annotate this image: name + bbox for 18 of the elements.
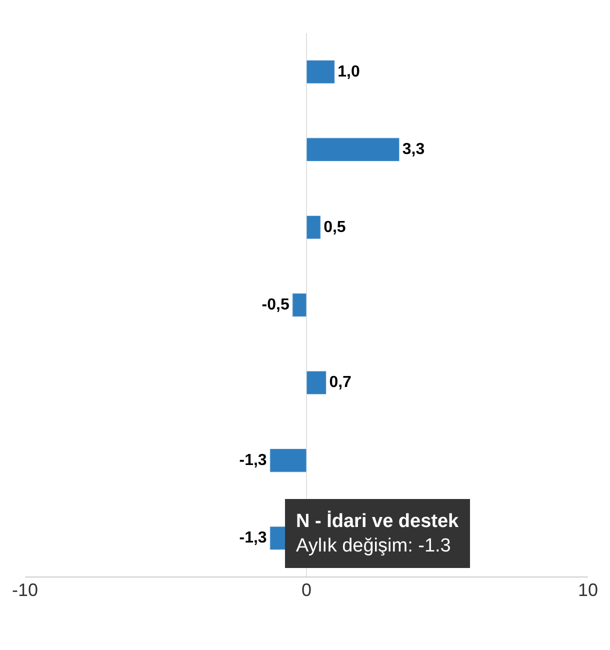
bar bbox=[306, 370, 326, 395]
annotation: Aylık değişim: -1.3 bbox=[296, 536, 451, 557]
bar bbox=[292, 293, 307, 317]
annotation: N - İdari ve destek bbox=[296, 510, 460, 532]
x-tick-label: 0 bbox=[301, 580, 312, 600]
data-label: -1,3 bbox=[239, 452, 267, 469]
data-label: -1,3 bbox=[239, 530, 267, 547]
data-label: 1,0 bbox=[338, 63, 360, 80]
x-tick-label: 10 bbox=[578, 580, 598, 600]
data-label: -0,5 bbox=[262, 296, 290, 314]
data-label: 0,7 bbox=[329, 374, 352, 392]
data-label: 3,3 bbox=[402, 141, 425, 158]
bar bbox=[306, 215, 321, 240]
bar bbox=[270, 448, 307, 472]
bar bbox=[306, 60, 335, 84]
x-tick-label: -10 bbox=[12, 580, 38, 600]
bar bbox=[306, 138, 400, 162]
data-label: 0,5 bbox=[324, 218, 346, 236]
